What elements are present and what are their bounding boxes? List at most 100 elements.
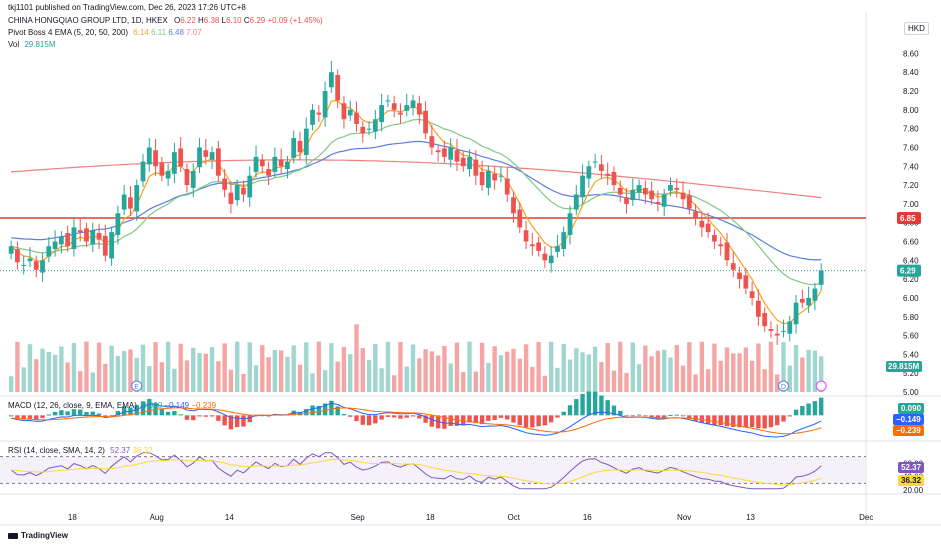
candle-body [140,161,146,182]
candle-body [642,187,648,195]
volume-bar [360,348,365,392]
published-line: tkj1101 published on TradingView.com, De… [8,3,246,12]
macd-histogram-bar [454,415,460,426]
candle-body [680,192,686,200]
x-tick-label: 13 [746,513,755,522]
candle-body [228,192,234,204]
macd-histogram-bar [486,415,491,421]
ema5-value: 6.14 [133,28,149,37]
macd-histogram-bar [109,415,114,417]
volume-bar [159,362,165,392]
volume-bar [768,341,774,392]
candle-body [699,220,705,228]
change-value: +0.09 (+1.45%) [267,16,323,25]
currency-label[interactable]: HKD [904,22,929,35]
macd-histogram-bar [21,415,26,420]
macd-histogram-bar [354,415,359,422]
vol-legend[interactable]: Vol 29.815M [8,40,56,49]
macd-legend[interactable]: MACD (12, 26, close, 9, EMA, EMA) 0.090 … [8,401,216,410]
volume-bar [655,350,661,392]
volume-bar [454,342,460,392]
macd-badge: 0.090 [898,403,925,414]
macd-histogram-bar [27,415,33,419]
candle-body [52,241,58,250]
ema200-value: 7.07 [186,28,202,37]
macd-histogram-bar [737,415,742,428]
candle-body [567,213,573,235]
volume-bar [165,341,171,392]
macd-histogram-bar [530,415,535,428]
candle-body [724,242,730,261]
candle-body [674,187,680,190]
macd-histogram-bar [705,415,711,424]
volume-bar [128,349,133,392]
event-marker-text: D [781,384,786,391]
x-tick-label: 18 [68,513,77,522]
macd-histogram-bar [360,415,365,425]
candle-body [385,100,391,102]
candle-body [429,136,435,148]
candle-body [460,157,466,167]
volume-bar [285,356,290,392]
footer-brand[interactable]: TradingView [8,531,68,540]
last-price-badge [897,264,921,277]
macd-histogram-bar [147,398,152,416]
volume-bar [291,345,296,392]
volume-bar [27,344,33,392]
candle-body [774,333,780,336]
candle-body [128,197,133,209]
y-tick-label: 7.00 [903,200,919,209]
y-tick-label: 5.60 [903,332,919,341]
macd-histogram-bar [498,415,504,418]
volume-bar [479,342,485,392]
high-label: H [198,16,204,25]
volume-bar [385,341,391,392]
candle-body [297,140,303,153]
volume-bar [724,347,730,392]
candle-body [743,275,749,289]
symbol-name[interactable]: CHINA HONGQIAO GROUP LTD, 1D, HKEX [8,16,168,25]
candle-body [523,230,529,242]
candle-body [153,150,158,167]
y-tick-label: 8.00 [903,106,919,115]
volume-bar [65,362,70,392]
ema-legend[interactable]: Pivot Boss 4 EMA (5, 20, 50, 200) 6.14 6… [8,28,202,37]
candle-body [555,246,560,252]
volume-bar [442,346,447,392]
rsi-legend[interactable]: RSI (14, close, SMA, 14, 2) 52.37 36.32 [8,446,152,455]
candle-body [630,189,636,201]
candle-body [479,171,485,186]
candle-body [492,173,498,181]
macd-histogram-bar [159,408,165,416]
candle-body [599,164,604,171]
macd-histogram-bar [655,415,661,419]
candle-body [548,255,554,264]
y-tick-label: 8.20 [903,87,919,96]
macd-histogram-bar [385,415,391,417]
volume-bar [680,365,686,392]
volume-bar [329,343,334,392]
x-tick-label: 14 [225,513,234,522]
ema50-line [11,140,822,261]
macd-histogram-bar [366,415,372,426]
volume-bar [712,343,717,392]
level-price-text: 6.85 [900,214,916,223]
candle-body [580,175,585,198]
macd-histogram-bar [235,415,240,428]
volume-bar [341,346,347,392]
macd-histogram-bar [674,414,679,416]
x-tick-label: Aug [150,513,164,522]
candle-body [391,103,397,110]
volume-bar [555,367,560,392]
volume-bar [8,376,14,392]
candle-body [65,233,71,247]
vol-label: Vol [8,40,20,49]
candle-body [329,72,334,88]
volume-bar [699,341,705,392]
macd-histogram-bar [624,415,629,417]
candle-body [624,197,629,204]
candle-body [536,242,541,251]
volume-bar [172,368,177,392]
volume-bar [304,342,309,392]
volume-bar [467,341,472,392]
